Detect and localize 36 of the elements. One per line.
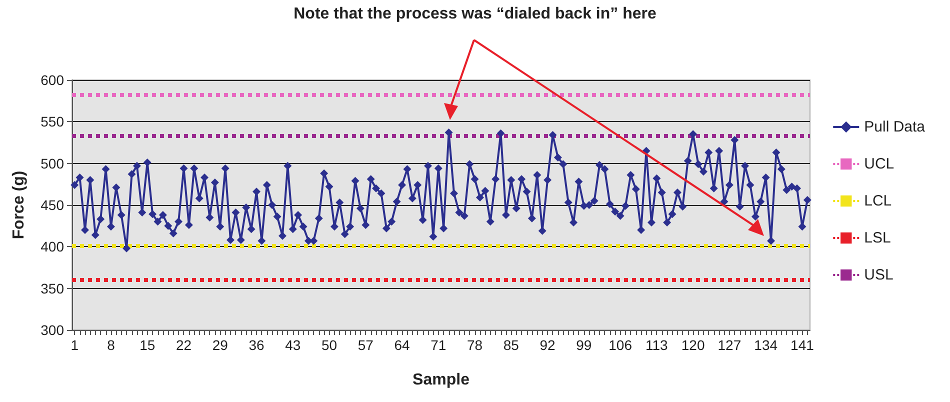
x-tick-label: 134 [754, 337, 778, 353]
x-tick-label: 29 [212, 337, 228, 353]
y-tick-label: 550 [40, 114, 64, 130]
x-tick-label: 78 [466, 337, 483, 353]
x-tick-label: 50 [321, 337, 338, 353]
y-tick-label: 350 [40, 280, 64, 296]
legend-label: USL [864, 266, 894, 284]
x-tick-label: 8 [107, 337, 116, 353]
legend-label: Pull Data [864, 118, 926, 136]
x-tick-label: 113 [646, 337, 668, 353]
x-tick-label: 1 [70, 337, 79, 353]
x-axis-title: Sample [412, 372, 470, 388]
x-tick-label: 22 [176, 337, 192, 353]
x-tick-label: 64 [394, 337, 410, 353]
legend-label: UCL [864, 156, 894, 172]
x-tick-label: 71 [430, 337, 446, 353]
y-axis-title: Force (g) [10, 170, 28, 240]
x-tick-label: 15 [140, 337, 156, 353]
y-tick-label: 500 [40, 155, 64, 172]
x-tick-label: 92 [540, 337, 556, 353]
x-tick-label: 106 [608, 337, 632, 353]
y-tick-label: 400 [40, 238, 64, 255]
x-tick-label: 99 [576, 337, 592, 353]
x-tick-label: 120 [681, 337, 705, 353]
y-tick-label: 450 [40, 197, 64, 213]
x-tick-label: 43 [285, 337, 301, 353]
x-tick-label: 141 [790, 337, 814, 353]
legend-label: LCL [864, 192, 892, 210]
legend-label: LSL [864, 230, 891, 246]
x-tick-label: 36 [248, 337, 264, 353]
y-tick-label: 300 [40, 322, 64, 338]
x-tick-label: 85 [503, 337, 520, 353]
y-tick-label: 600 [40, 72, 64, 88]
text: Note that the process was “dialed back in” here [294, 6, 656, 22]
x-tick-label: 127 [718, 337, 742, 353]
x-tick-label: 57 [358, 337, 374, 353]
